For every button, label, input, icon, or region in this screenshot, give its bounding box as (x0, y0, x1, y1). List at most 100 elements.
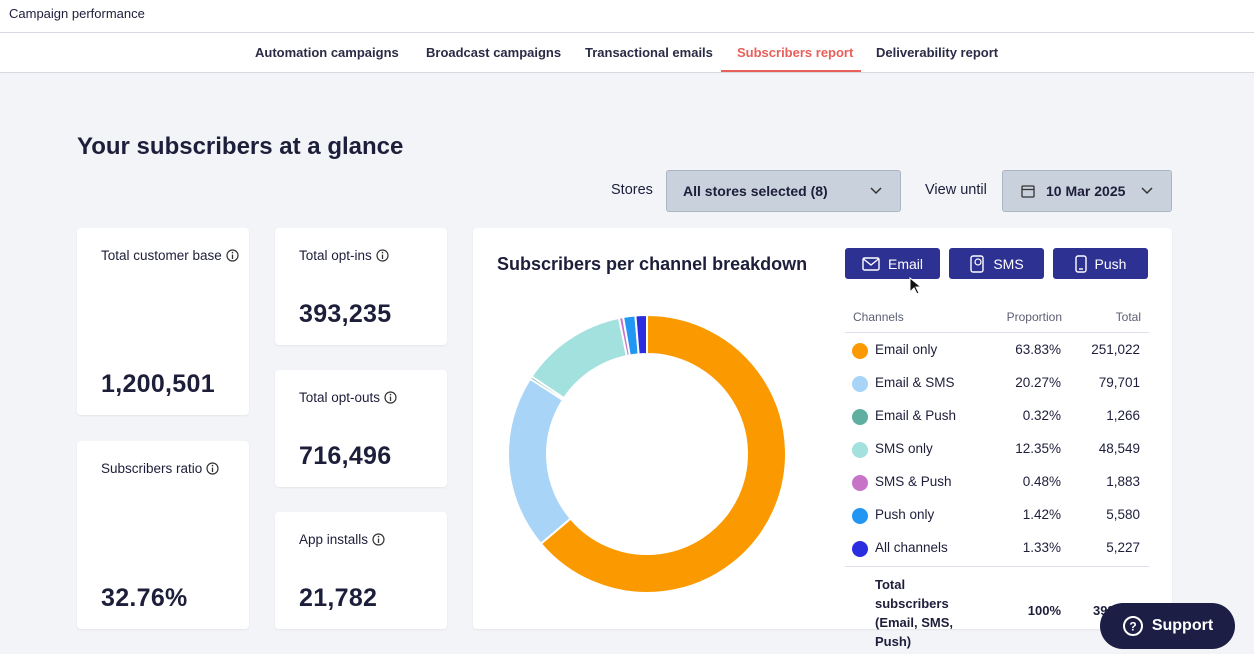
info-icon (372, 533, 385, 546)
total-proportion: 100% (1027, 603, 1061, 618)
button-label: Push (1094, 255, 1127, 272)
channel-button[interactable]: SMS (949, 248, 1044, 279)
page-title: Your subscribers at a glance (77, 133, 404, 160)
total: 5,227 (1106, 540, 1140, 555)
channel-name: Email & SMS (875, 375, 955, 390)
legend-dot (852, 475, 868, 491)
chevron (870, 187, 882, 195)
column-header: Channels (853, 310, 904, 324)
stat-value: 1,200,501 (101, 370, 215, 398)
svg-text:?: ? (1129, 620, 1136, 634)
support-label: Support (1151, 617, 1214, 634)
stat-label-text: Total opt-ins (299, 248, 372, 263)
donut-chart (507, 313, 787, 594)
stat-card: Total customer base 1,200,501 (77, 228, 249, 415)
legend-dot (852, 442, 868, 458)
stat-value: 21,782 (299, 584, 378, 612)
tab[interactable]: Deliverability report (876, 45, 999, 60)
info-icon (384, 391, 397, 404)
donut-slice (634, 313, 648, 356)
stat-label: App installs (299, 530, 439, 550)
stat-label: Subscribers ratio (101, 459, 241, 479)
channel-name: All channels (875, 540, 948, 555)
proportion: 0.48% (1022, 474, 1061, 489)
cursor (909, 277, 922, 295)
total-label: Total subscribers (Email, SMS, Push) (875, 577, 954, 649)
proportion: 63.83% (1015, 342, 1061, 357)
donut-slice (539, 313, 787, 594)
total: 1,266 (1106, 408, 1140, 423)
proportion: 1.33% (1022, 540, 1061, 555)
tab[interactable]: Broadcast campaigns (426, 45, 562, 60)
proportion: 0.32% (1022, 408, 1061, 423)
push-icon (1074, 254, 1087, 273)
stores-value: All stores selected (8) (683, 183, 828, 199)
stores-select[interactable]: All stores selected (8) (666, 170, 901, 212)
channel-name: SMS only (875, 441, 933, 456)
email-icon (862, 256, 880, 271)
divider (845, 566, 1149, 567)
legend-dot (852, 343, 868, 359)
tab[interactable]: Automation campaigns (255, 45, 399, 60)
button-label: Email (887, 255, 923, 272)
channel-name: Email & Push (875, 408, 957, 423)
stores-label: Stores (611, 182, 653, 198)
chart-title: Subscribers per channel breakdown (497, 254, 808, 274)
support-button[interactable]: ? Support (1100, 603, 1235, 649)
stat-label: Total opt-outs (299, 388, 439, 408)
stat-label-text: Total customer base (101, 248, 222, 263)
stat-label: Total customer base (101, 246, 241, 266)
total: 251,022 (1091, 342, 1140, 357)
divider (845, 332, 1149, 333)
column-header: Proportion (1006, 310, 1062, 324)
chevron (1141, 187, 1153, 195)
stat-card: App installs 21,782 (275, 512, 447, 629)
channel-name: Email only (875, 342, 938, 357)
total: 5,580 (1106, 507, 1140, 522)
stat-value: 716,496 (299, 442, 392, 470)
tab[interactable]: Subscribers report (737, 45, 854, 60)
calendar-icon (1021, 185, 1035, 198)
channel-name: SMS & Push (875, 474, 952, 489)
legend-dot (852, 541, 868, 557)
legend-dot (852, 508, 868, 524)
header-title: Campaign performance (9, 6, 145, 21)
total: 79,701 (1098, 375, 1140, 390)
help-icon: ? (1122, 616, 1143, 636)
button-label: SMS (993, 255, 1024, 272)
info-icon (226, 249, 239, 262)
info-icon (376, 249, 389, 262)
stat-value: 393,235 (299, 300, 392, 328)
proportion: 12.35% (1015, 441, 1061, 456)
stat-value: 32.76% (101, 584, 188, 612)
header: Campaign performance (0, 0, 1254, 33)
view-until-label: View until (925, 182, 987, 198)
column-header: Total (1115, 310, 1141, 324)
channel-button[interactable]: Email (845, 248, 940, 279)
donut-slice (530, 316, 629, 400)
stat-label: Total opt-ins (299, 246, 439, 266)
proportion: 1.42% (1022, 507, 1061, 522)
info-icon (206, 462, 219, 475)
channel-button[interactable]: Push (1053, 248, 1148, 279)
channel-name: Push only (875, 507, 935, 522)
breakdown-card: Subscribers per channel breakdown (473, 228, 1172, 629)
donut-slice (507, 377, 573, 546)
legend-dot (852, 409, 868, 425)
legend-dot (852, 376, 868, 392)
active-underline (721, 70, 861, 72)
stat-label-text: Subscribers ratio (101, 461, 203, 476)
tab-bar: Automation campaigns Broadcast campaigns T… (0, 33, 1254, 73)
stat-label-text: App installs (299, 532, 369, 547)
sms-icon (970, 254, 985, 273)
stat-card: Total opt-ins 393,235 (275, 228, 447, 345)
total: 48,549 (1098, 441, 1140, 456)
date-value: 10 Mar 2025 (1046, 183, 1126, 199)
stat-card: Total opt-outs 716,496 (275, 370, 447, 487)
total: 1,883 (1106, 474, 1140, 489)
date-picker[interactable]: 10 Mar 2025 (1002, 170, 1172, 212)
tab[interactable]: Transactional emails (585, 45, 713, 60)
proportion: 20.27% (1015, 375, 1061, 390)
stat-label-text: Total opt-outs (299, 390, 381, 405)
